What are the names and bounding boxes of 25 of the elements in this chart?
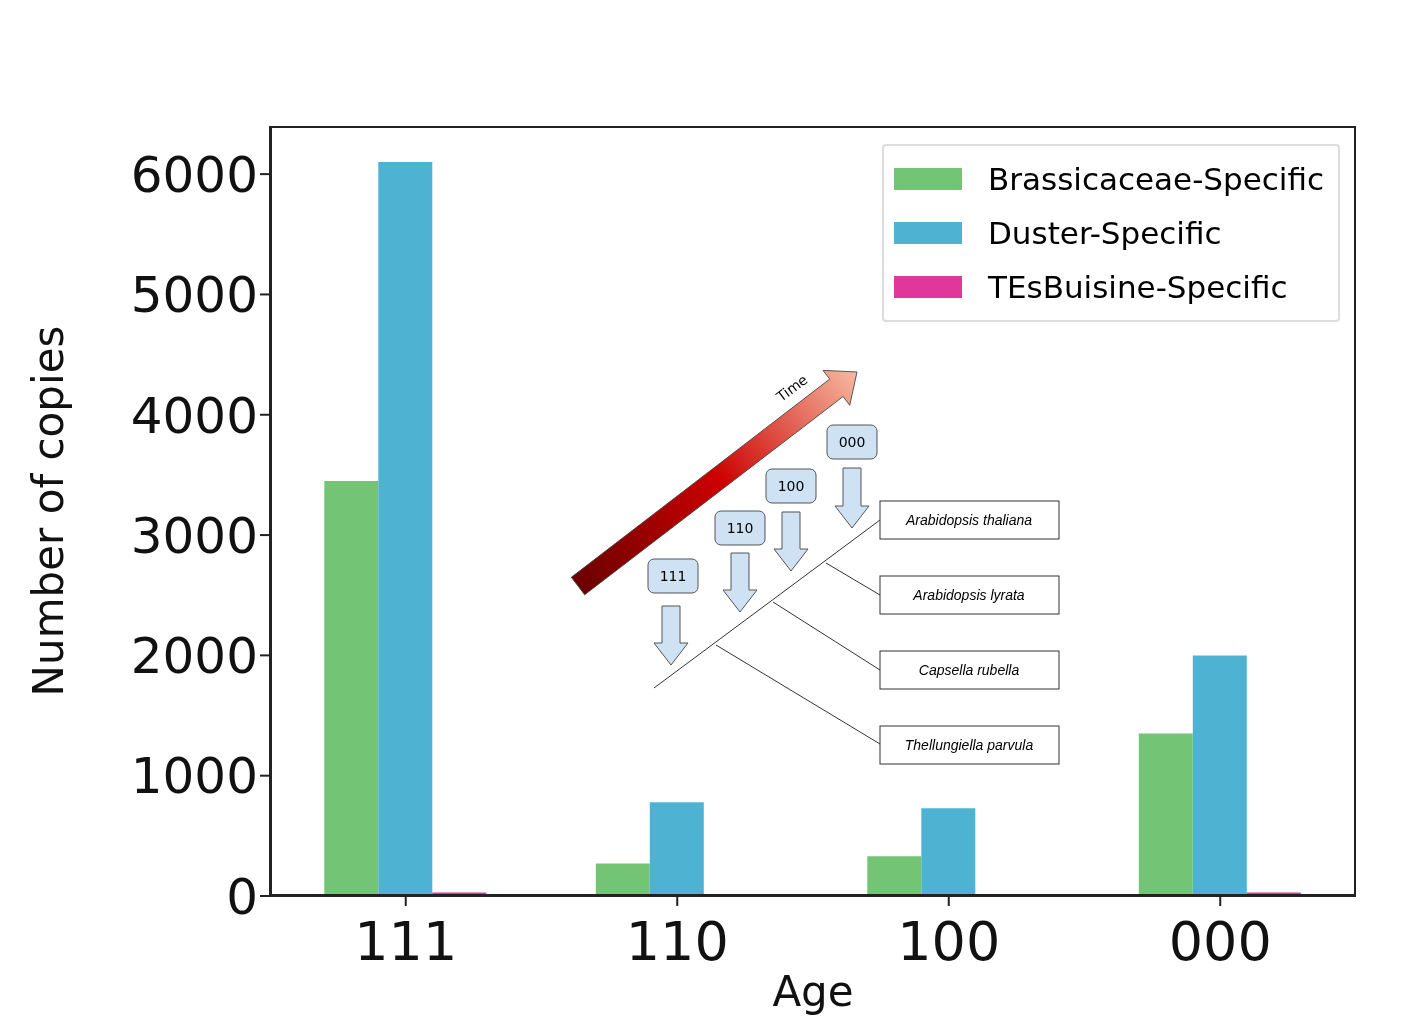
annotation: Time (772, 371, 811, 406)
y-tick-label: 3000 (130, 506, 258, 565)
y-tick-label: 1000 (130, 747, 258, 806)
y-axis-title: Number of copies (23, 325, 73, 697)
annotation: Arabidopsis thaliana (904, 512, 1033, 528)
legend-label: Brassicaceae-Specific (988, 161, 1324, 197)
y-tick-label: 6000 (130, 145, 258, 204)
annotation: 100 (777, 478, 805, 494)
annotation: 110 (726, 520, 754, 536)
y-tick-label: 4000 (130, 386, 258, 445)
legend-label: Duster-Specific (988, 215, 1222, 251)
legend-label: TEsBuisine-Specific (988, 269, 1288, 305)
annotation: Arabidopsis lyrata (912, 587, 1025, 603)
y-tick-label: 2000 (130, 627, 258, 686)
x-tick-label: 100 (897, 910, 1001, 974)
annotation: Thellungiella parvula (904, 737, 1034, 753)
x-tick-label: 110 (625, 910, 729, 974)
x-tick-label: 000 (1168, 910, 1272, 974)
x-tick-label: 111 (354, 910, 458, 974)
annotation: 111 (659, 568, 687, 584)
y-tick-label: 0 (226, 867, 258, 926)
y-tick-label: 5000 (130, 266, 258, 325)
annotation: 000 (838, 434, 866, 450)
x-axis-title: Age (772, 967, 854, 1016)
annotation: Capsella rubella (918, 662, 1020, 678)
